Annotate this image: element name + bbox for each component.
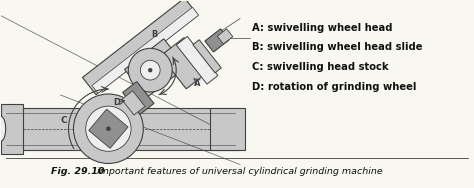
Polygon shape bbox=[123, 82, 154, 114]
Circle shape bbox=[106, 127, 110, 131]
Text: B: B bbox=[151, 30, 157, 39]
Text: B: swivelling wheel head slide: B: swivelling wheel head slide bbox=[252, 42, 422, 52]
Bar bbox=[210, 108, 245, 150]
Circle shape bbox=[140, 60, 160, 80]
Text: A: swivelling wheel head: A: swivelling wheel head bbox=[252, 23, 392, 33]
Text: A: A bbox=[194, 79, 201, 88]
Circle shape bbox=[73, 94, 143, 164]
Polygon shape bbox=[161, 38, 210, 89]
Text: Fig. 29.10: Fig. 29.10 bbox=[51, 167, 104, 176]
Polygon shape bbox=[217, 29, 233, 44]
Text: C: C bbox=[60, 116, 67, 125]
Polygon shape bbox=[205, 29, 229, 52]
Ellipse shape bbox=[0, 116, 6, 141]
Text: D: D bbox=[113, 99, 120, 107]
Polygon shape bbox=[122, 91, 145, 115]
Bar bbox=[0, 104, 23, 154]
Polygon shape bbox=[125, 39, 186, 98]
Bar bbox=[0, 108, 240, 150]
Polygon shape bbox=[176, 36, 218, 84]
Circle shape bbox=[149, 69, 152, 72]
Text: important features of universal cylindrical grinding machine: important features of universal cylindri… bbox=[94, 167, 383, 176]
Text: C: swivelling head stock: C: swivelling head stock bbox=[252, 62, 389, 72]
Polygon shape bbox=[193, 40, 221, 73]
Polygon shape bbox=[89, 109, 128, 148]
Polygon shape bbox=[92, 7, 199, 93]
Polygon shape bbox=[82, 0, 198, 95]
Circle shape bbox=[128, 48, 172, 92]
Circle shape bbox=[86, 106, 131, 151]
Text: D: rotation of grinding wheel: D: rotation of grinding wheel bbox=[252, 82, 416, 92]
